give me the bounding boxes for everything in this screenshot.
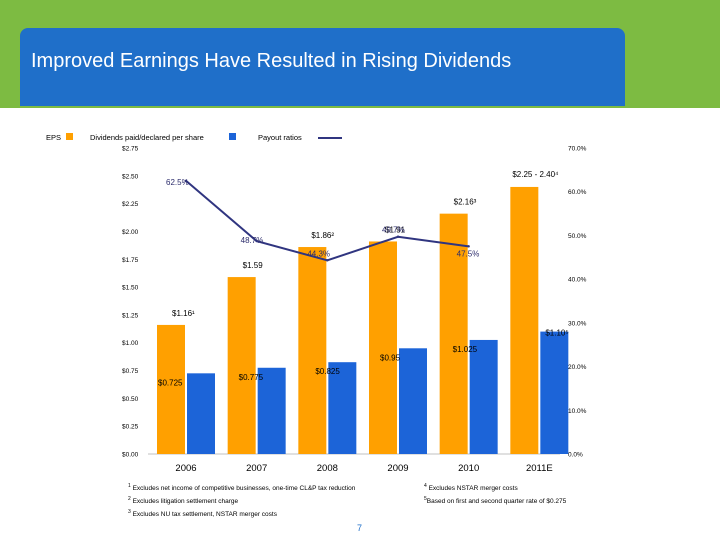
- dividend-bar: [540, 331, 569, 454]
- y-right-tick: 70.0%: [568, 146, 587, 153]
- y-left-tick: $1.00: [122, 340, 139, 347]
- y-right-tick: 0.0%: [568, 452, 583, 459]
- eps-label: $1.59: [243, 261, 264, 270]
- eps-bar: [439, 213, 468, 454]
- dividend-bar: [469, 339, 498, 454]
- x-tick: 2008: [317, 463, 338, 474]
- y-right-tick: 40.0%: [568, 277, 587, 284]
- x-tick: 2011E: [526, 463, 553, 474]
- legend-payout-label: Payout ratios: [258, 133, 302, 142]
- y-left-tick: $1.75: [122, 257, 139, 264]
- chart-legend: EPS Dividends paid/declared per share Pa…: [46, 133, 342, 142]
- y-left-tick: $2.00: [122, 229, 139, 236]
- y-left-tick: $2.50: [122, 173, 139, 180]
- footnote-1-text: Excludes net income of competitive busin…: [132, 485, 356, 493]
- payout-point: [326, 259, 329, 262]
- eps-bar: [510, 186, 539, 454]
- legend-eps-swatch: [66, 133, 73, 140]
- footnote-5: 5Based on first and second quarter rate …: [424, 496, 567, 506]
- page-title: Improved Earnings Have Resulted in Risin…: [31, 50, 512, 72]
- y-left-tick: $0.00: [122, 452, 139, 459]
- footnote-2: 2 Excludes litigation settlement charge: [128, 496, 239, 506]
- eps-label: $1.91: [385, 225, 406, 234]
- payout-label: 47.5%: [457, 249, 480, 258]
- footnote-3-text: Excludes NU tax settlement, NSTAR merger…: [132, 511, 277, 519]
- dividend-label: $1.10⁵: [545, 329, 568, 338]
- y-right-tick: 60.0%: [568, 189, 587, 196]
- y-left-tick: $2.25: [122, 201, 139, 208]
- footnote-4-text: Excludes NSTAR merger costs: [428, 485, 518, 493]
- dividend-bar: [187, 373, 215, 454]
- y-right-tick: 30.0%: [568, 320, 587, 327]
- footnotes-right: 4 Excludes NSTAR merger costs 5Based on …: [424, 481, 714, 507]
- eps-label: $1.86²: [311, 231, 334, 240]
- legend-dividend-swatch: [229, 133, 236, 140]
- eps-bar: [298, 247, 327, 454]
- legend-eps-label: EPS: [46, 133, 61, 142]
- dividend-label: $0.725: [158, 378, 183, 387]
- chart: EPS Dividends paid/declared per share Pa…: [46, 133, 587, 474]
- y-left-tick: $0.25: [122, 424, 139, 431]
- payout-point: [255, 239, 258, 243]
- y-right-tick: 50.0%: [568, 233, 587, 240]
- x-tick: 2009: [387, 463, 408, 474]
- eps-bar: [369, 241, 397, 454]
- x-tick: 2006: [175, 463, 196, 474]
- dividend-label: $0.825: [315, 367, 340, 376]
- payout-label: 44.3%: [307, 249, 330, 258]
- dividend-bar: [328, 362, 357, 454]
- footnotes-left: 1 Excludes net income of competitive bus…: [128, 481, 428, 520]
- payout-point: [467, 245, 470, 248]
- payout-label: 48.7%: [241, 236, 264, 245]
- y-left-tick: $1.50: [122, 285, 139, 292]
- legend-dividend-label: Dividends paid/declared per share: [90, 133, 204, 142]
- y-right-tick: 10.0%: [568, 408, 587, 415]
- dividend-label: $0.95: [380, 353, 401, 362]
- dividend-bar: [257, 367, 286, 454]
- x-tick: 2007: [246, 463, 267, 474]
- y-left-tick: $1.25: [122, 312, 139, 319]
- eps-label: $2.25 - 2.40⁴: [512, 170, 559, 179]
- eps-bar: [227, 277, 256, 454]
- payout-point: [184, 179, 188, 182]
- y-right-tick: 20.0%: [568, 364, 587, 371]
- y-left-tick: $2.75: [122, 146, 139, 153]
- footnote-3: 3 Excludes NU tax settlement, NSTAR merg…: [128, 509, 277, 519]
- payout-point: [396, 235, 400, 238]
- dividend-label: $1.025: [453, 345, 478, 354]
- page-number: 7: [357, 523, 363, 533]
- eps-label: $2.16³: [454, 198, 477, 207]
- dividend-bar: [399, 348, 427, 454]
- title-panel: Improved Earnings Have Resulted in Risin…: [20, 28, 625, 106]
- dividend-label: $0.775: [239, 373, 264, 382]
- footnote-5-text: Based on first and second quarter rate o…: [426, 498, 567, 506]
- x-tick: 2010: [458, 463, 479, 474]
- y-left-tick: $0.50: [122, 396, 139, 403]
- payout-label: 62.5%: [166, 178, 189, 187]
- footnote-4: 4 Excludes NSTAR merger costs: [424, 483, 518, 493]
- eps-bar: [157, 324, 185, 454]
- payout-label: 49.7%: [382, 226, 405, 235]
- y-left-tick: $0.75: [122, 368, 139, 375]
- eps-label: $1.16¹: [172, 309, 195, 318]
- footnote-1: 1 Excludes net income of competitive bus…: [128, 483, 356, 493]
- footnote-2-text: Excludes litigation settlement charge: [132, 498, 239, 506]
